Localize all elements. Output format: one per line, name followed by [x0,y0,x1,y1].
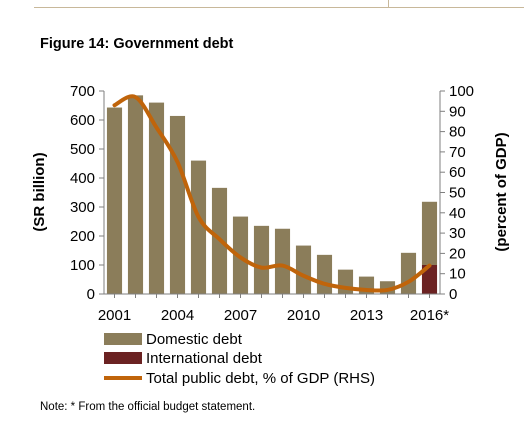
y-right-tick-label: 20 [449,245,466,262]
legend-swatch-domestic [104,333,142,345]
bar-domestic-2001 [106,107,123,294]
debt-chart: 0 100 200 300 400 500 600 700 0 10 20 30 40 50 60 70 80 9… [31,83,510,387]
bar-domestic-2003 [148,102,165,294]
y-right-tick-label: 40 [449,205,466,222]
legend-label-total-debt: Total public debt, % of GDP (RHS) [146,370,375,387]
y-right-tick-label: 10 [449,266,466,283]
bar-domestic-2016* [421,201,438,265]
y-left-tick-label: 100 [70,257,95,274]
axes-layer: 0 100 200 300 400 500 600 700 0 10 20 30 40 50 60 70 80 9… [70,83,474,324]
legend: Domestic debt International debt Total p… [104,331,375,387]
y-left-tick-label: 600 [70,112,95,129]
legend-swatch-international [104,352,142,364]
bar-domestic-2005 [190,160,207,294]
bar-domestic-2010 [295,245,312,294]
figure-title: Figure 14: Government debt [40,36,234,52]
bar-domestic-2004 [169,115,186,294]
figure-note: Note: * From the official budget stateme… [40,401,256,413]
y-left-tick-label: 700 [70,83,95,100]
bar-domestic-2015 [400,252,417,294]
legend-label-international: International debt [146,350,263,367]
x-tick-label: 2016* [410,307,449,324]
bar-domestic-2002 [127,95,144,294]
x-tick-label: 2001 [98,307,131,324]
bar-domestic-2008 [253,225,270,294]
bar-domestic-2009 [274,228,291,294]
y-left-tick-label: 500 [70,141,95,158]
y-left-tick-label: 300 [70,199,95,216]
line-layer [112,94,432,293]
y-left-tick-label: 0 [87,286,95,303]
y-right-axis-title: (percent of GDP) [493,132,510,251]
y-left-axis-title: (SR billion) [31,152,48,231]
header-rule [34,7,524,8]
y-left-tick-label: 200 [70,228,95,245]
y-right-tick-label: 50 [449,185,466,202]
y-left-tick-label: 400 [70,170,95,187]
x-tick-label: 2007 [224,307,257,324]
header-rule-tick [388,0,389,8]
y-right-tick-label: 70 [449,144,466,161]
series-line-total-debt [112,94,432,293]
x-tick-label: 2004 [161,307,194,324]
y-right-tick-label: 0 [449,286,457,303]
y-right-tick-label: 80 [449,124,466,141]
y-right-tick-label: 100 [449,83,474,100]
y-right-tick-label: 60 [449,164,466,181]
bar-domestic-2011 [316,254,333,294]
bar-international-2016* [421,265,438,294]
x-tick-label: 2013 [350,307,383,324]
y-right-tick-label: 90 [449,103,466,120]
x-tick-label: 2010 [287,307,320,324]
y-right-tick-label: 30 [449,225,466,242]
legend-label-domestic: Domestic debt [146,331,243,348]
